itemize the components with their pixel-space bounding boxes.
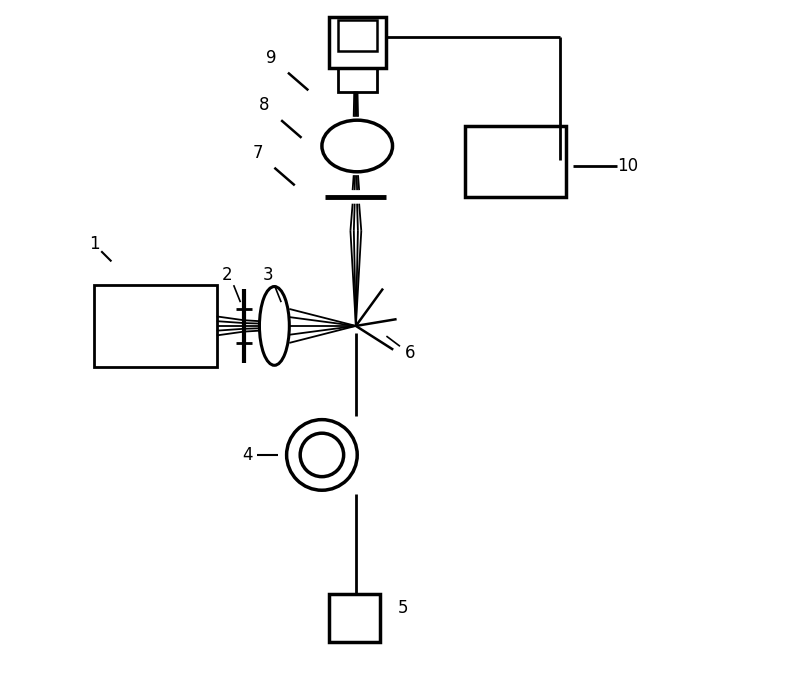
Bar [329,594,380,642]
Text: 3: 3 [262,266,273,284]
Ellipse shape [322,120,393,172]
Bar [338,20,377,51]
Bar [329,17,386,68]
Text: 2: 2 [222,266,232,284]
Text: 8: 8 [259,96,270,114]
Bar [94,285,217,367]
Text: 6: 6 [405,344,415,362]
Text: 10: 10 [617,158,638,175]
Ellipse shape [259,287,290,365]
Text: 5: 5 [398,599,409,617]
Text: 9: 9 [266,49,276,67]
Text: 1: 1 [89,236,100,253]
Text: 4: 4 [242,446,253,464]
Bar [338,68,377,92]
Bar [465,126,566,197]
Text: 7: 7 [252,144,262,162]
